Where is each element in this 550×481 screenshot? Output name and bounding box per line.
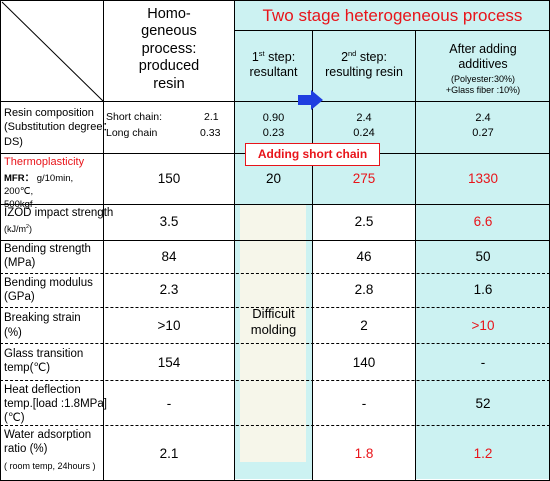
two-stage-header-bg <box>234 1 549 101</box>
difficult-molding-label: Difficult molding <box>250 306 297 338</box>
after-mfr-value: 1330 <box>467 171 499 186</box>
row-label-thermoplasticity: Thermoplasticity <box>4 156 85 168</box>
homo-long-chain-label: Long chain <box>106 127 158 139</box>
grid-line <box>0 101 550 102</box>
after-column-bg <box>415 204 549 479</box>
homo-izod-value: 3.5 <box>159 214 179 229</box>
step2-header: 2nd step: resulting resin <box>325 48 403 79</box>
row-label-heat-deflection: Heat deflection temp.[load :1.8MPa] (℃) <box>4 384 107 424</box>
adding-short-chain-callout <box>245 143 380 166</box>
step2-glass-value: 140 <box>352 355 376 370</box>
row-label-bending-strength: Bending strength (MPa) <box>4 243 91 269</box>
homo-water-value: 2.1 <box>159 446 179 461</box>
step2-resin-value: 2.4 0.24 <box>353 112 375 139</box>
after-additives-note: (Polyester:30%) +Glass fiber :10%) <box>445 74 521 95</box>
after-hdt-value: 52 <box>475 396 491 411</box>
corner-diagonal <box>1 1 104 102</box>
step2-mfr-value: 275 <box>352 171 376 186</box>
grid-dash <box>0 380 550 381</box>
step1-mfr-value: 20 <box>265 171 282 186</box>
row-label-bending-modulus: Bending modulus (GPa) <box>4 277 93 303</box>
step1-header: 1st step: resultant <box>249 48 298 79</box>
step2-bstr-value: 46 <box>356 249 372 264</box>
after-bstr-value: 50 <box>475 249 491 264</box>
grid-line <box>234 30 550 31</box>
grid-dash <box>0 343 550 344</box>
mfr-label: MFR： g/10min, 200℃, 500kgf <box>4 173 74 210</box>
homo-hdt-value: - <box>166 396 172 411</box>
step2-water-value: 1.8 <box>354 446 374 461</box>
row-label-water-adsorption: Water adsorption ratio (%) <box>4 429 92 455</box>
row-label-breaking-strain: Breaking strain (%) <box>4 312 81 339</box>
izod-unit: (kJ/m2) <box>4 224 32 234</box>
step1-resin-value: 0.90 0.23 <box>262 112 285 139</box>
homo-mfr-value: 150 <box>157 171 181 186</box>
grid-dash <box>0 425 550 426</box>
after-izod-value: 6.6 <box>473 214 493 229</box>
two-stage-header: Two stage heterogeneous process <box>262 6 523 25</box>
arrow-right-icon <box>298 90 323 110</box>
grid-line <box>0 204 550 205</box>
after-bmod-value: 1.6 <box>473 282 493 297</box>
homogeneous-header: Homo- geneous process: produced resin <box>138 6 200 92</box>
after-water-value: 1.2 <box>473 446 493 461</box>
step2-bmod-value: 2.8 <box>354 282 374 297</box>
grid-line <box>0 240 550 241</box>
grid-dash <box>0 273 550 274</box>
homo-bmod-value: 2.3 <box>159 282 179 297</box>
homo-brk-value: >10 <box>157 318 181 333</box>
adding-short-chain-label: Adding short chain <box>257 147 368 161</box>
row-label-glass-transition: Glass transition temp(℃) <box>4 348 84 375</box>
after-glass-value: - <box>480 355 486 370</box>
homo-short-chain-value: 2.1 <box>204 111 219 123</box>
after-additives-header: After adding additives <box>449 42 517 71</box>
homo-glass-value: 154 <box>157 355 181 370</box>
grid-dash <box>0 307 550 308</box>
homo-long-chain-value: 0.33 <box>200 127 221 139</box>
homo-bstr-value: 84 <box>161 249 177 264</box>
step2-izod-value: 2.5 <box>354 214 374 229</box>
grid-line <box>415 30 416 481</box>
step2-brk-value: 2 <box>360 318 368 333</box>
water-adsorption-note: ( room temp, 24hours ) <box>4 461 96 471</box>
row-label-izod: IZOD impact strength <box>4 207 114 219</box>
after-brk-value: >10 <box>471 318 495 333</box>
step2-hdt-value: - <box>361 396 367 411</box>
row-label-resin-composition: Resin composition (Substitution degree： … <box>4 107 114 148</box>
difficult-molding-bg <box>240 204 306 462</box>
grid-line <box>312 30 313 481</box>
homo-short-chain-label: Short chain: <box>106 111 163 123</box>
after-resin-value: 2.4 0.27 <box>472 112 494 139</box>
